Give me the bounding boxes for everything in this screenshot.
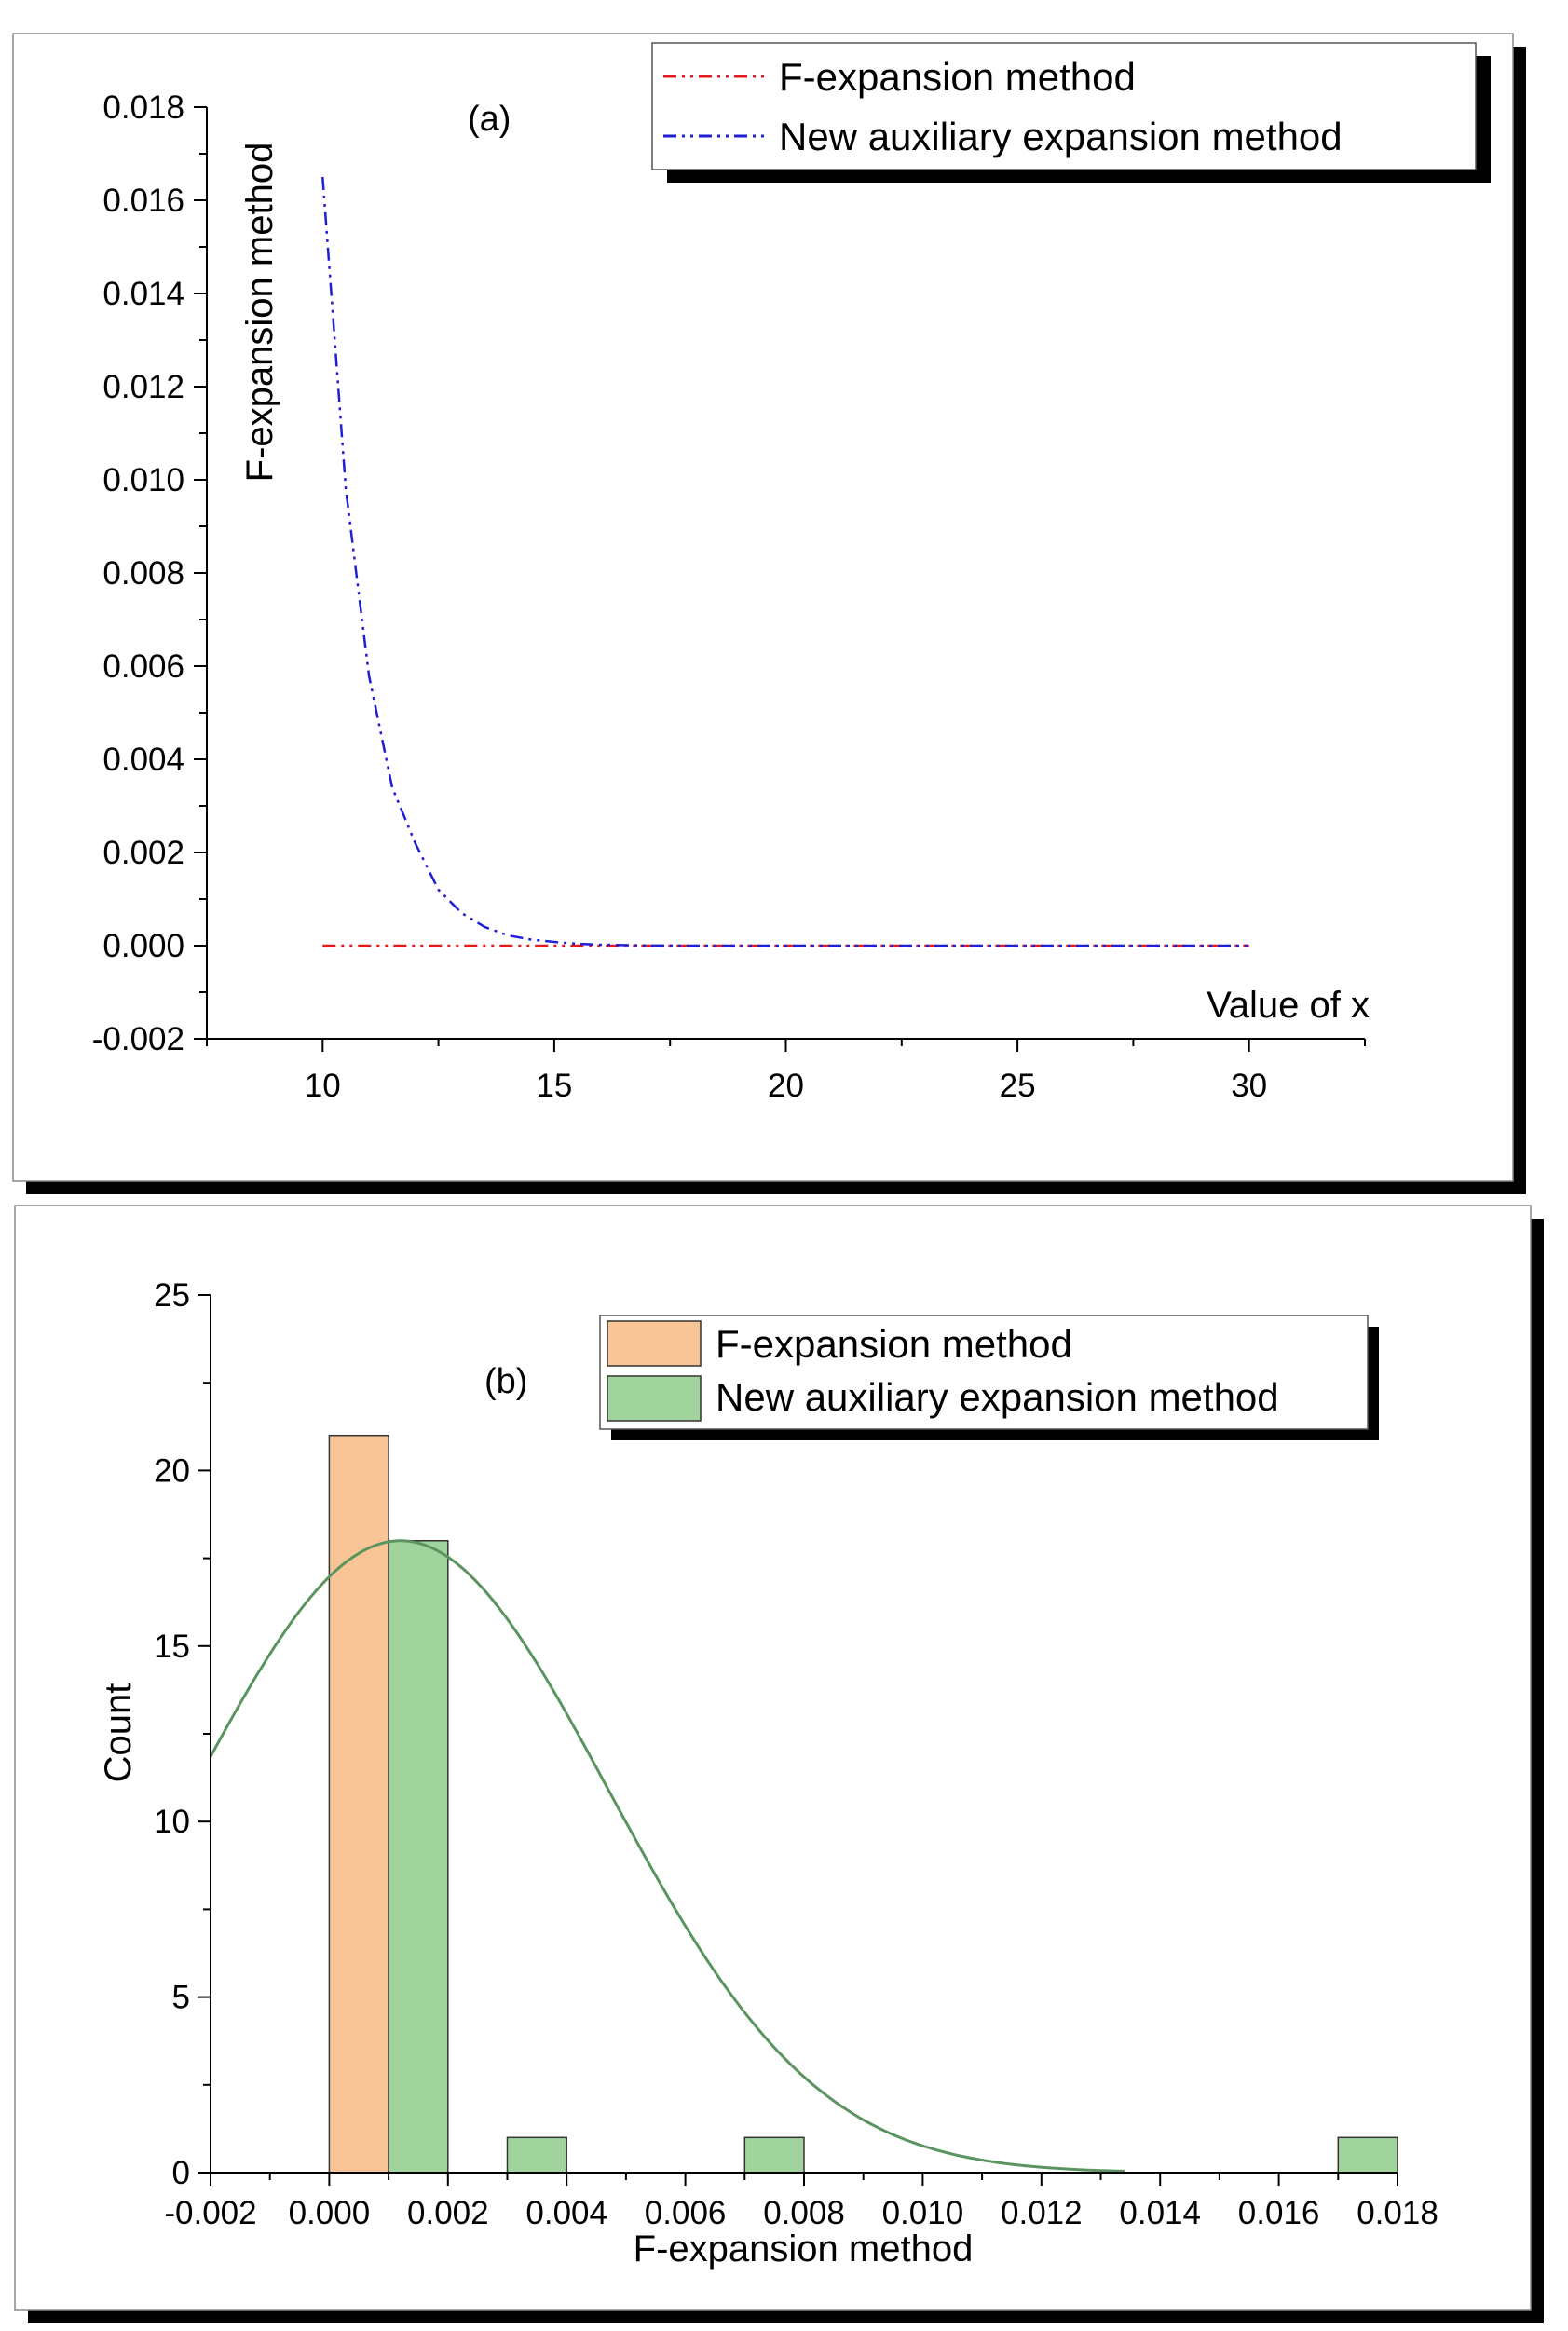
- chart-a-y-tick-label: 0.008: [102, 555, 184, 592]
- chart-b-x-tick-label: 0.010: [882, 2195, 964, 2231]
- chart-a-legend-box: [651, 42, 1477, 170]
- chart-b-y-tick-label: 10: [154, 1804, 190, 1840]
- chart-b-x-tick-label: 0.000: [289, 2195, 371, 2231]
- chart-b-bar-new-auxiliary-expansion-method: [1337, 2136, 1398, 2174]
- chart-b-bar-new-auxiliary-expansion-method: [743, 2136, 805, 2174]
- chart-b-ticks: 0 5 10 15 20 25 -0.002 0.000 0.002 0.004 0.006 0.00…: [154, 1277, 1438, 2231]
- chart-b-x-tick-label: 0.006: [645, 2195, 727, 2231]
- chart-b-y-tick-label: 0: [172, 2155, 190, 2191]
- chart-a-x-tick-label: 10: [305, 1068, 341, 1104]
- chart-a-series-line-new-auxiliary-expansion-method: [321, 176, 1249, 947]
- chart-b-y-tick-label: 25: [154, 1277, 190, 1314]
- chart-a-y-tick-label: 0.004: [102, 742, 184, 778]
- chart-b-legend-label-f-expansion: F-expansion method: [716, 1322, 1072, 1366]
- chart-a-legend: F-expansion method New auxiliary expansi…: [651, 42, 1491, 183]
- chart-b-x-tick-label: -0.002: [164, 2195, 256, 2231]
- chart-b-histogram: 0 5 10 15 20 25 -0.002 0.000 0.002 0.004 0.006 0.00…: [98, 1277, 1438, 2270]
- chart-a-x-tick-label: 30: [1231, 1068, 1267, 1104]
- chart-b-bar-new-auxiliary-expansion-method: [388, 1540, 449, 2174]
- chart-b-fit-curve: [209, 1539, 1125, 2173]
- chart-a-y-tick-label: 0.006: [102, 648, 184, 685]
- chart-b-bars: [328, 1434, 1398, 2174]
- chart-b-legend-label-new-auxiliary: New auxiliary expansion method: [716, 1375, 1279, 1419]
- chart-b-y-axis-title: Count: [98, 1684, 139, 1783]
- chart-a-panel-label: (a): [468, 100, 511, 139]
- chart-a-series: [321, 176, 1249, 947]
- chart-a-y-tick-label: 0.002: [102, 835, 184, 871]
- chart-b-x-tick-label: 0.002: [407, 2195, 489, 2231]
- chart-b-legend: F-expansion method New auxiliary expansi…: [599, 1315, 1379, 1440]
- chart-b-x-tick-label: 0.014: [1119, 2195, 1201, 2231]
- chart-b-x-tick-label: 0.008: [763, 2195, 845, 2231]
- chart-a-x-axis-title: Value of x: [1207, 985, 1370, 1026]
- chart-a-y-tick-label: -0.002: [92, 1021, 184, 1057]
- panel-a-frame: [12, 33, 1514, 1182]
- chart-a-y-tick-label: 0.000: [102, 928, 184, 964]
- chart-a-y-tick-label: 0.010: [102, 462, 184, 498]
- chart-b-legend-swatch-new-auxiliary: [607, 1375, 702, 1422]
- chart-a-x-tick-label: 20: [768, 1068, 804, 1104]
- chart-b-legend-swatch-f-expansion: [607, 1320, 702, 1367]
- chart-a-line-plot: -0.002 0.000 0.002 0.004 0.006 0.008 0.010 0.01…: [92, 42, 1491, 1104]
- chart-b-y-tick-label: 5: [172, 1980, 190, 2016]
- chart-a-y-tick-label: 0.016: [102, 183, 184, 219]
- chart-b-bar-new-auxiliary-expansion-method: [506, 2136, 567, 2174]
- chart-b-x-tick-label: 0.012: [1001, 2195, 1083, 2231]
- chart-b-panel-label: (b): [484, 1362, 527, 1401]
- chart-a-y-tick-label: 0.012: [102, 369, 184, 405]
- chart-b-y-tick-label: 20: [154, 1452, 190, 1489]
- chart-a-legend-label-new-auxiliary: New auxiliary expansion method: [779, 115, 1343, 158]
- chart-a-y-tick-label: 0.014: [102, 276, 184, 312]
- chart-b-x-tick-label: 0.004: [525, 2195, 607, 2231]
- chart-a-y-tick-label: 0.018: [102, 89, 184, 126]
- chart-a-ticks: -0.002 0.000 0.002 0.004 0.006 0.008 0.010 0.01…: [92, 89, 1366, 1104]
- chart-b-x-tick-label: 0.018: [1357, 2195, 1438, 2231]
- chart-a-y-axis-title: F-expansion method: [239, 143, 280, 483]
- chart-b-normal-fit-curve: [209, 1539, 1125, 2173]
- chart-b-y-tick-label: 15: [154, 1629, 190, 1665]
- chart-a-x-tick-label: 25: [1000, 1068, 1036, 1104]
- chart-b-x-tick-label: 0.016: [1238, 2195, 1320, 2231]
- chart-b-x-axis-title: F-expansion method: [634, 2229, 974, 2270]
- chart-a-x-tick-label: 15: [536, 1068, 572, 1104]
- chart-b-legend-box: [599, 1315, 1369, 1430]
- chart-b-bar-f-expansion-method: [328, 1434, 389, 2174]
- chart-a-legend-label-f-expansion: F-expansion method: [779, 55, 1136, 99]
